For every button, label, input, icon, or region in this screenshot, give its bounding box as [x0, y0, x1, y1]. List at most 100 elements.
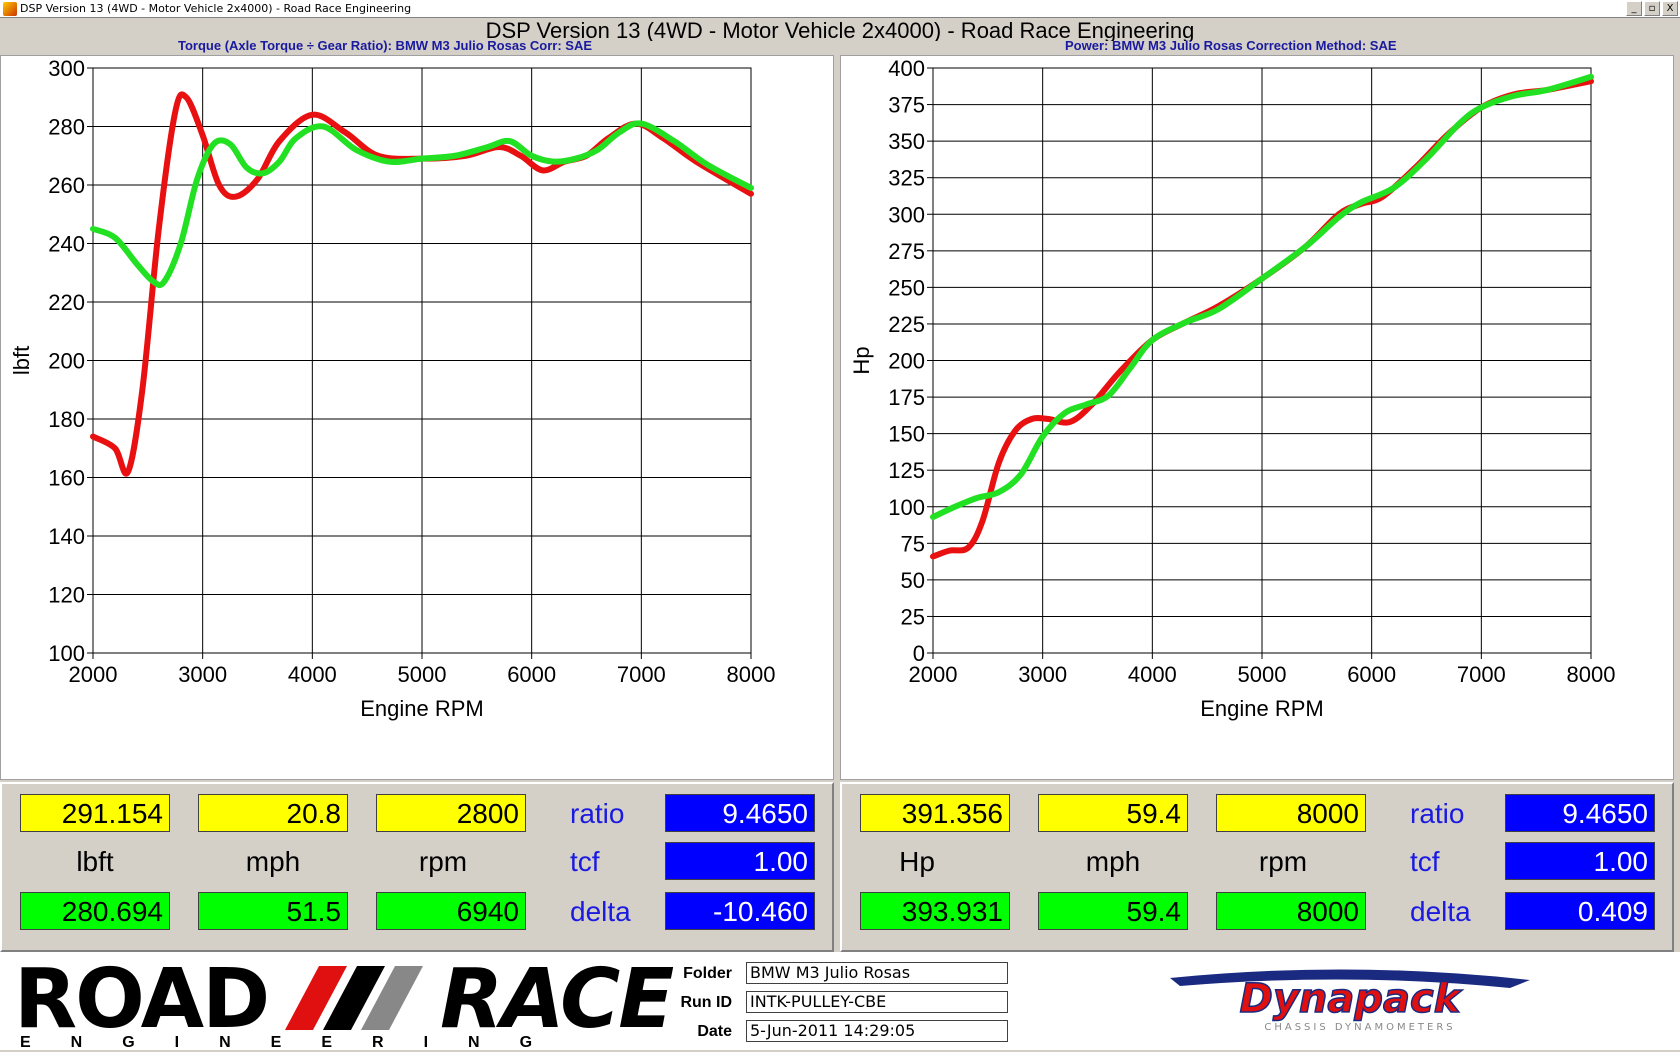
- x-tick-label: 6000: [1347, 662, 1396, 687]
- y-tick-label: 160: [48, 466, 85, 491]
- page-title: DSP Version 13 (4WD - Motor Vehicle 2x40…: [485, 19, 1195, 41]
- cursor2-rpm-value: 6940: [376, 892, 526, 930]
- mph-unit-label: mph: [1085, 846, 1141, 877]
- x-tick-label: 3000: [178, 662, 227, 687]
- plot-frame: [92, 67, 752, 654]
- footer: ROAD RACE ENGINEERING Folder BMW M3 Juli…: [0, 952, 1680, 1052]
- mph-unit-label: mph: [245, 846, 301, 877]
- delta-value: 0.409: [1505, 892, 1655, 930]
- dynapack-swoosh: [1170, 969, 1530, 988]
- ratio-label: ratio: [1410, 798, 1465, 829]
- power-unit-label: Hp: [899, 846, 935, 877]
- torque-readout-panel: 291.154 20.8 2800 lbft mph rpm 280.694 5…: [0, 782, 834, 952]
- torque-chart-panel[interactable]: 2000 3000 4000 5000 6000 7000 8000 100 120 140 160…: [0, 55, 834, 780]
- torque-subtitle: Torque (Axle Torque ÷ Gear Ratio): BMW M…: [178, 38, 593, 53]
- runid-field: INTK-PULLEY-CBE: [746, 991, 1008, 1013]
- runid-label: Run ID: [680, 994, 732, 1011]
- power-subtitle: Power: BMW M3 Julio Rosas Correction Met…: [1065, 38, 1397, 53]
- app-icon: [3, 2, 17, 16]
- x-tick-label: 7000: [617, 662, 666, 687]
- y-tick-label: 300: [48, 56, 85, 81]
- y-tick-label: 260: [48, 173, 85, 198]
- green-series-line: [90, 120, 754, 289]
- delta-value: -10.460: [665, 892, 815, 930]
- y-tick-label: 100: [48, 641, 85, 666]
- torque-unit-label: lbft: [76, 846, 114, 877]
- y-tick-label: 350: [888, 129, 925, 154]
- tcf-label: tcf: [1410, 846, 1440, 877]
- y-tick-label: 275: [888, 239, 925, 264]
- y-tick-label: 75: [901, 531, 925, 556]
- cursor1-mph-value: 59.4: [1038, 794, 1188, 832]
- header-band: [0, 18, 1680, 56]
- y-tick-label: 25: [901, 604, 925, 629]
- torque-chart[interactable]: 2000 3000 4000 5000 6000 7000 8000 100 120 140 160…: [1, 56, 833, 779]
- tcf-value: 1.00: [665, 842, 815, 880]
- y-tick-label: 50: [901, 568, 925, 593]
- logo-road-text: ROAD: [14, 952, 270, 1047]
- ratio-value: 9.4650: [1505, 794, 1655, 832]
- y-tick-label: 100: [888, 495, 925, 520]
- window-titlebar: DSP Version 13 (4WD - Motor Vehicle 2x40…: [0, 0, 1680, 18]
- y-tick-label: 225: [888, 312, 925, 337]
- y-tick-label: 175: [888, 385, 925, 410]
- x-tick-label: 2000: [69, 662, 118, 687]
- y-tick-label: 120: [48, 583, 85, 608]
- cursor2-mph-value: 59.4: [1038, 892, 1188, 930]
- y-tick-label: 150: [888, 422, 925, 447]
- y-tick-label: 240: [48, 232, 85, 257]
- x-tick-label: 7000: [1457, 662, 1506, 687]
- dynapack-text: Dynapack: [1240, 976, 1463, 1022]
- y-tick-label: 200: [48, 349, 85, 374]
- rpm-unit-label: rpm: [1258, 846, 1308, 877]
- y-tick-label: 325: [888, 166, 925, 191]
- dynapack-sub-text: CHASSIS DYNAMOMETERS: [1264, 1022, 1455, 1033]
- x-tick-label: 2000: [909, 662, 958, 687]
- cursor2-torque-value: 280.694: [20, 892, 170, 930]
- dynapack-logo: Dynapack CHASSIS DYNAMOMETERS: [1170, 969, 1530, 1033]
- x-tick-label: 5000: [398, 662, 447, 687]
- ratio-label: ratio: [570, 798, 625, 829]
- folder-field: BMW M3 Julio Rosas: [746, 962, 1008, 984]
- road-race-logo: ROAD RACE ENGINEERING: [10, 952, 674, 1052]
- x-tick-label: 3000: [1018, 662, 1067, 687]
- y-axis-label: Hp: [849, 346, 874, 374]
- delta-label: delta: [1410, 896, 1471, 927]
- power-chart-panel[interactable]: 2000 3000 4000 5000 6000 7000 8000 0 25 50 75 100 12…: [840, 55, 1674, 780]
- x-axis-label: Engine RPM: [360, 696, 484, 721]
- delta-label: delta: [570, 896, 631, 927]
- x-tick-label: 5000: [1238, 662, 1287, 687]
- y-tick-label: 200: [888, 349, 925, 374]
- logo-race-text: RACE: [440, 952, 674, 1047]
- window-title: DSP Version 13 (4WD - Motor Vehicle 2x40…: [20, 2, 412, 15]
- y-tick-label: 140: [48, 524, 85, 549]
- restore-button[interactable]: ▫: [1644, 1, 1660, 16]
- tcf-label: tcf: [570, 846, 600, 877]
- y-tick-label: 220: [48, 290, 85, 315]
- y-tick-label: 280: [48, 115, 85, 140]
- x-axis-label: Engine RPM: [1200, 696, 1324, 721]
- cursor2-power-value: 393.931: [860, 892, 1010, 930]
- grid: [927, 67, 1592, 659]
- cursor2-rpm-value: 8000: [1216, 892, 1366, 930]
- power-chart[interactable]: 2000 3000 4000 5000 6000 7000 8000 0 25 50 75 100 12…: [841, 56, 1673, 779]
- green-series-line: [930, 73, 1594, 520]
- date-field: 5-Jun-2011 14:29:05: [746, 1020, 1008, 1042]
- cursor1-power-value: 391.356: [860, 794, 1010, 832]
- y-tick-label: 375: [888, 93, 925, 118]
- minimize-button[interactable]: _: [1626, 1, 1642, 16]
- tcf-value: 1.00: [1505, 842, 1655, 880]
- cursor2-mph-value: 51.5: [198, 892, 348, 930]
- y-tick-label: 125: [888, 458, 925, 483]
- cursor1-rpm-value: 8000: [1216, 794, 1366, 832]
- folder-label: Folder: [683, 965, 732, 982]
- y-tick-label: 0: [913, 641, 925, 666]
- y-axis-label: lbft: [9, 346, 34, 375]
- window-controls: _ ▫ X: [1626, 1, 1678, 16]
- x-tick-label: 8000: [727, 662, 776, 687]
- y-tick-label: 300: [888, 202, 925, 227]
- close-button[interactable]: X: [1662, 1, 1678, 16]
- cursor1-mph-value: 20.8: [198, 794, 348, 832]
- ratio-value: 9.4650: [665, 794, 815, 832]
- logo-sub-text: ENGINEERING: [20, 1034, 573, 1051]
